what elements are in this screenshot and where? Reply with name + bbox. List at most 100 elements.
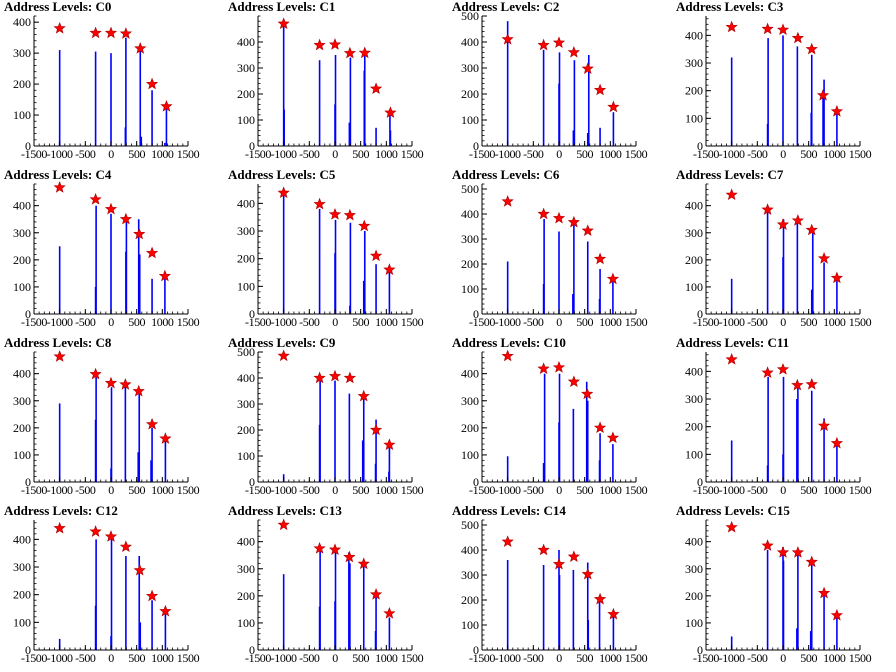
x-tick-label: 500 <box>128 651 145 665</box>
y-tick-label: 0 <box>473 307 479 321</box>
peak-marker <box>134 42 147 54</box>
chart-panel: Address Levels: C15 0 100 200 300 400 -1500 -10… <box>672 504 896 672</box>
y-tick-label: 100 <box>461 282 479 296</box>
y-tick-label: 100 <box>13 108 31 122</box>
chart-panel: Address Levels: C7 0 100 200 300 400 -1500 -100… <box>672 168 896 336</box>
x-tick-label: -1000 <box>719 315 745 329</box>
x-tick-label: 500 <box>576 483 593 497</box>
x-tick-label: 1500 <box>625 147 648 161</box>
peak-marker <box>104 202 118 215</box>
x-tick-label: 500 <box>576 315 593 329</box>
y-tick-label: 200 <box>461 87 479 101</box>
x-tick-label: -500 <box>299 147 320 161</box>
peak-marker <box>593 252 607 265</box>
peak-marker <box>606 431 620 444</box>
y-tick-label: 400 <box>13 367 31 381</box>
peak-marker <box>501 535 514 547</box>
x-tick-label: 1000 <box>823 483 846 497</box>
y-tick-label: 400 <box>685 199 703 213</box>
peak-marker <box>89 26 102 39</box>
peak-marker <box>552 557 566 570</box>
peak-marker <box>53 181 66 193</box>
peak-marker <box>805 42 818 55</box>
peak-marker <box>313 38 326 51</box>
x-tick-label: -1500 <box>245 651 271 665</box>
chart-title: Address Levels: C4 <box>4 167 112 182</box>
peak-marker <box>358 46 371 59</box>
peak-marker <box>725 520 738 533</box>
x-tick-label: 1000 <box>375 147 398 161</box>
y-tick-label: 200 <box>685 420 703 434</box>
y-tick-label: 400 <box>237 35 255 49</box>
x-tick-label: 500 <box>352 315 369 329</box>
peak-marker <box>328 543 342 555</box>
y-tick-label: 400 <box>461 35 479 49</box>
x-tick-label: 1000 <box>151 483 174 497</box>
peak-marker <box>567 375 581 387</box>
peak-marker <box>725 188 738 201</box>
peak-marker <box>593 592 607 605</box>
y-tick-label: 400 <box>13 15 31 29</box>
x-tick-label: -1500 <box>693 315 719 329</box>
y-tick-label: 0 <box>25 139 31 153</box>
x-tick-label: -1500 <box>469 315 495 329</box>
x-tick-label: -1000 <box>47 315 73 329</box>
chart-plot: 0 100 200 300 400 -1500 -1000 -500 0 500 1000 1500 <box>685 352 872 497</box>
y-tick-label: 200 <box>685 253 703 267</box>
x-tick-label: 0 <box>780 315 786 329</box>
peak-marker <box>501 195 514 207</box>
chart-plot: 0 100 200 300 400 -1500 -1000 -500 0 500 1000 1500 <box>237 184 424 329</box>
x-tick-label: -500 <box>523 315 544 329</box>
x-tick-label: 500 <box>576 147 593 161</box>
x-tick-label: -1000 <box>271 483 297 497</box>
peak-marker <box>791 546 805 558</box>
peak-marker <box>343 550 356 563</box>
x-tick-label: -1500 <box>469 483 495 497</box>
x-tick-label: -1500 <box>693 483 719 497</box>
x-tick-label: 1000 <box>599 315 622 329</box>
peak-marker <box>817 586 831 599</box>
y-tick-label: 300 <box>237 61 255 75</box>
peak-marker <box>776 218 790 230</box>
y-tick-label: 100 <box>461 448 479 462</box>
x-tick-label: 1000 <box>599 147 622 161</box>
x-tick-label: 0 <box>108 315 114 329</box>
x-tick-label: 1500 <box>625 315 648 329</box>
peak-marker <box>725 20 738 33</box>
x-tick-label: 1500 <box>177 147 200 161</box>
y-tick-label: 300 <box>461 232 479 246</box>
peak-marker <box>501 32 514 45</box>
peak-marker <box>830 271 844 284</box>
peak-marker <box>119 378 132 390</box>
y-tick-label: 200 <box>461 421 479 435</box>
chart-plot: 0 100 200 300 400 -1500 -1000 -500 0 500 1000 1500 <box>237 15 424 161</box>
peak-marker <box>830 104 844 117</box>
y-tick-label: 200 <box>13 77 31 91</box>
y-tick-label: 0 <box>25 643 31 657</box>
y-tick-label: 400 <box>461 367 479 381</box>
peak-marker <box>383 438 396 451</box>
chart-title: Address Levels: C7 <box>676 167 784 182</box>
peak-marker <box>776 546 790 558</box>
x-tick-label: 1500 <box>401 315 424 329</box>
y-tick-label: 0 <box>697 643 703 657</box>
peak-marker <box>537 543 550 556</box>
x-tick-label: -1000 <box>719 147 745 161</box>
y-tick-label: 300 <box>461 61 479 75</box>
x-tick-label: 0 <box>780 147 786 161</box>
peak-marker <box>343 371 357 384</box>
chart-title: Address Levels: C5 <box>228 167 336 182</box>
x-tick-label: 0 <box>556 651 562 665</box>
x-tick-label: -500 <box>523 651 544 665</box>
peak-marker <box>593 83 607 96</box>
y-tick-label: 0 <box>249 307 255 321</box>
x-tick-label: 0 <box>332 651 338 665</box>
x-tick-label: 1000 <box>823 315 846 329</box>
peak-marker <box>89 525 102 537</box>
y-tick-label: 400 <box>13 199 31 213</box>
y-tick-label: 0 <box>25 475 31 489</box>
x-tick-label: -500 <box>75 651 96 665</box>
y-tick-label: 400 <box>237 196 255 210</box>
y-tick-label: 300 <box>685 392 703 406</box>
